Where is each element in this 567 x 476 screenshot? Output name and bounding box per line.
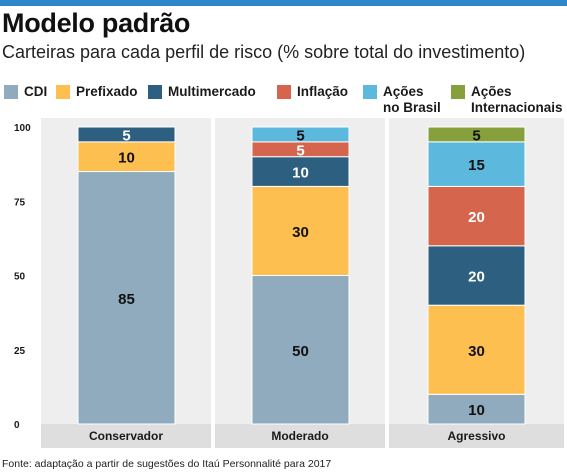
category-band	[389, 424, 564, 448]
legend-label: Ações no Brasil	[383, 84, 441, 115]
chart-title: Modelo padrão	[2, 8, 191, 38]
y-tick-label: 0	[14, 420, 20, 431]
bar-segment	[251, 156, 350, 187]
top-accent-bar	[0, 0, 567, 6]
legend-item-cdi: CDI	[4, 84, 47, 100]
bar-segment	[251, 126, 350, 143]
legend-swatch	[4, 85, 18, 99]
y-tick-label: 75	[14, 197, 26, 208]
x-tick-label: Agressivo	[447, 429, 505, 443]
data-label: 85	[118, 291, 135, 308]
legend: CDI Prefixado Multimercado Inflação Açõe…	[0, 80, 567, 120]
data-label: 5	[296, 127, 304, 144]
legend-swatch	[277, 85, 291, 99]
bar-segment	[427, 141, 526, 187]
data-label: 50	[292, 343, 309, 360]
bar-segment	[427, 126, 526, 143]
data-label: 15	[468, 157, 485, 174]
legend-label: CDI	[24, 84, 48, 99]
data-label: 30	[292, 224, 309, 241]
category-band	[41, 424, 211, 448]
data-label: 5	[472, 127, 480, 144]
bar-segment	[427, 393, 526, 425]
data-label: 10	[468, 402, 485, 419]
x-tick-label: Moderado	[271, 429, 328, 443]
data-label: 10	[292, 165, 309, 182]
data-label: 20	[468, 209, 485, 226]
bar-segment	[77, 126, 176, 143]
legend-label: Multimercado	[168, 84, 256, 99]
data-label: 30	[468, 343, 485, 360]
category-band	[215, 424, 385, 448]
stacked-bar-chart: Conservador Moderado Agressivo 0 25 50 75 100 85…	[14, 118, 564, 448]
legend-label: Ações Internacionais	[471, 84, 563, 115]
y-tick-label: 25	[14, 346, 26, 357]
chart-subtitle: Carteiras para cada perfil de risco (% s…	[2, 42, 526, 62]
data-label: 20	[468, 269, 485, 286]
legend-label: Prefixado	[76, 84, 138, 99]
bar-segment	[427, 185, 526, 247]
bar-segment	[427, 245, 526, 306]
data-label: 5	[296, 142, 304, 159]
source-note: Fonte: adaptação a partir de sugestões d…	[2, 458, 332, 470]
legend-item-prefixado: Prefixado	[56, 84, 138, 100]
bar-segment	[427, 304, 526, 395]
legend-swatch	[451, 85, 465, 99]
legend-item-inflacao: Inflação	[277, 84, 348, 100]
legend-item-multimercado: Multimercado	[148, 84, 256, 100]
data-label: 10	[118, 150, 135, 167]
data-label: 5	[122, 127, 130, 144]
legend-item-acoes-internacionais: Ações Internacionais	[451, 84, 563, 116]
x-tick-label: Conservador	[89, 429, 163, 443]
y-tick-label: 100	[14, 123, 31, 134]
legend-swatch	[148, 85, 162, 99]
legend-item-acoes-brasil: Ações no Brasil	[363, 84, 441, 116]
bar-segment	[251, 275, 350, 425]
y-tick-label: 50	[14, 272, 26, 283]
legend-swatch	[56, 85, 70, 99]
legend-label: Inflação	[297, 84, 349, 99]
legend-swatch	[363, 85, 377, 99]
